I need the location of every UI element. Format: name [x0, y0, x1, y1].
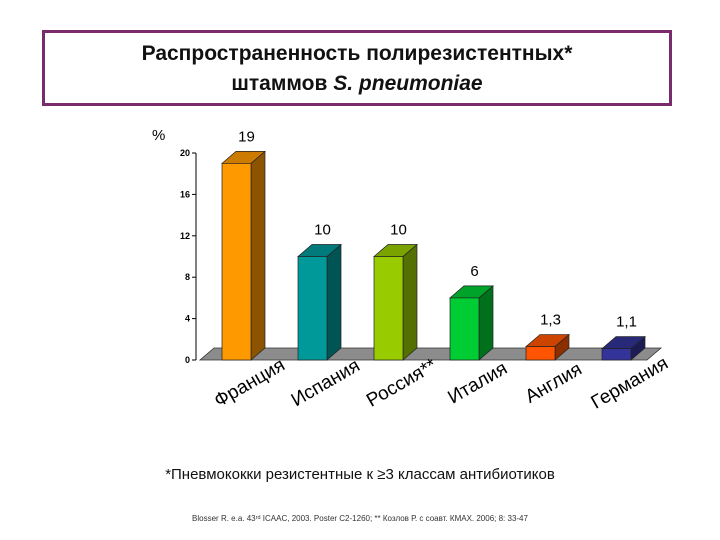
y-tick-label: 8 [185, 272, 190, 282]
bar-0-side [250, 150, 266, 361]
y-tick-label: 12 [180, 231, 190, 241]
title-line-1: Распространенность полирезистентных* [141, 42, 573, 65]
data-label: 10 [390, 222, 407, 239]
y-tick-label: 16 [180, 189, 190, 199]
x-category-label: Испания [288, 355, 364, 411]
title-line-2-prefix: штаммов [231, 72, 334, 95]
bar-3-front [449, 297, 480, 361]
bar-2-side [402, 243, 418, 361]
title-species: S. pneumoniae [333, 72, 483, 95]
data-label: 6 [470, 263, 478, 280]
x-category-label: Италия [444, 358, 511, 409]
data-label: 19 [238, 128, 255, 145]
x-category-label: Германия [588, 353, 672, 414]
bar-2-front [373, 256, 404, 361]
data-label: 1,1 [616, 314, 637, 331]
data-label: 1,3 [540, 312, 561, 329]
bar-1-side [326, 243, 342, 361]
bar-1-front [297, 256, 328, 361]
title-box: Распространенность полирезистентных* шта… [42, 30, 672, 106]
bar-0-front [221, 163, 252, 361]
footnote: *Пневмококки резистентные к ≥3 классам а… [165, 466, 555, 483]
x-category-label: Англия [522, 359, 586, 408]
y-axis-label: % [152, 127, 165, 144]
source-citation: Blosser R. e.a. 43ʳᵈ ICAAC, 2003. Poster… [192, 514, 528, 523]
y-tick-label: 20 [180, 148, 190, 158]
x-category-label: Россия** [363, 355, 441, 412]
data-label: 10 [314, 222, 331, 239]
title-line-2: штаммов S. pneumoniae [45, 69, 669, 99]
y-tick-label: 0 [185, 355, 190, 365]
bar-3-side [478, 285, 494, 361]
bar-5-front [601, 348, 632, 361]
bar-4-front [525, 346, 556, 361]
y-tick-label: 4 [185, 314, 190, 324]
x-category-label: Франция [211, 355, 289, 412]
bar-chart: 0 4 8 12 16 20% 19 Франция 10 Испания 10 Россия** 6 И… [152, 127, 672, 414]
